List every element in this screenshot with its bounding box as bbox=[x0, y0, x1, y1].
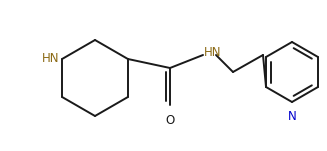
Text: HN: HN bbox=[42, 51, 59, 64]
Text: O: O bbox=[165, 114, 175, 127]
Text: N: N bbox=[288, 110, 296, 123]
Text: HN: HN bbox=[204, 45, 221, 58]
